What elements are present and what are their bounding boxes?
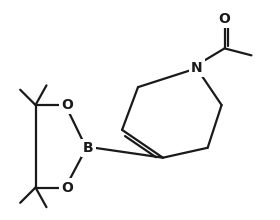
Text: O: O	[61, 98, 73, 112]
Text: N: N	[191, 61, 202, 75]
Text: O: O	[61, 180, 73, 194]
Text: B: B	[83, 141, 94, 155]
Text: O: O	[219, 12, 230, 26]
